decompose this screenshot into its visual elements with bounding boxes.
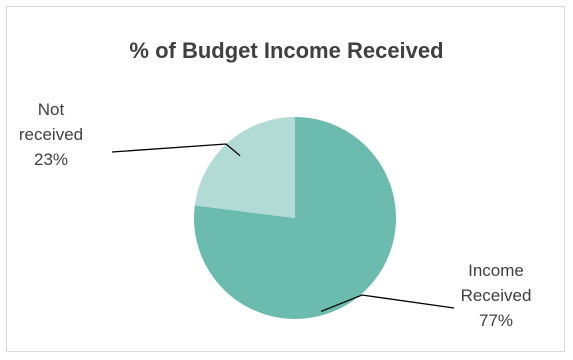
- leader-line-income-received: [320, 294, 455, 313]
- data-label-not-received-value: 23%: [33, 150, 69, 169]
- data-label-income-received-line2: Received: [460, 286, 532, 305]
- leader-line-not-received: [111, 143, 241, 157]
- data-label-income-received-value: 77%: [478, 311, 514, 330]
- pie-slice-income-received: [194, 117, 396, 320]
- data-label-not-received-line1: Not: [37, 100, 65, 119]
- chart-title: % of Budget Income Received: [129, 38, 444, 63]
- data-label-not-received-line2: received: [18, 125, 84, 144]
- pie-slice-not-received: [194, 117, 295, 218]
- data-label-income-received-line1: Income: [468, 261, 524, 280]
- data-label-income-received: Income Received 77%: [446, 258, 546, 333]
- data-label-not-received: Not received 23%: [10, 97, 92, 172]
